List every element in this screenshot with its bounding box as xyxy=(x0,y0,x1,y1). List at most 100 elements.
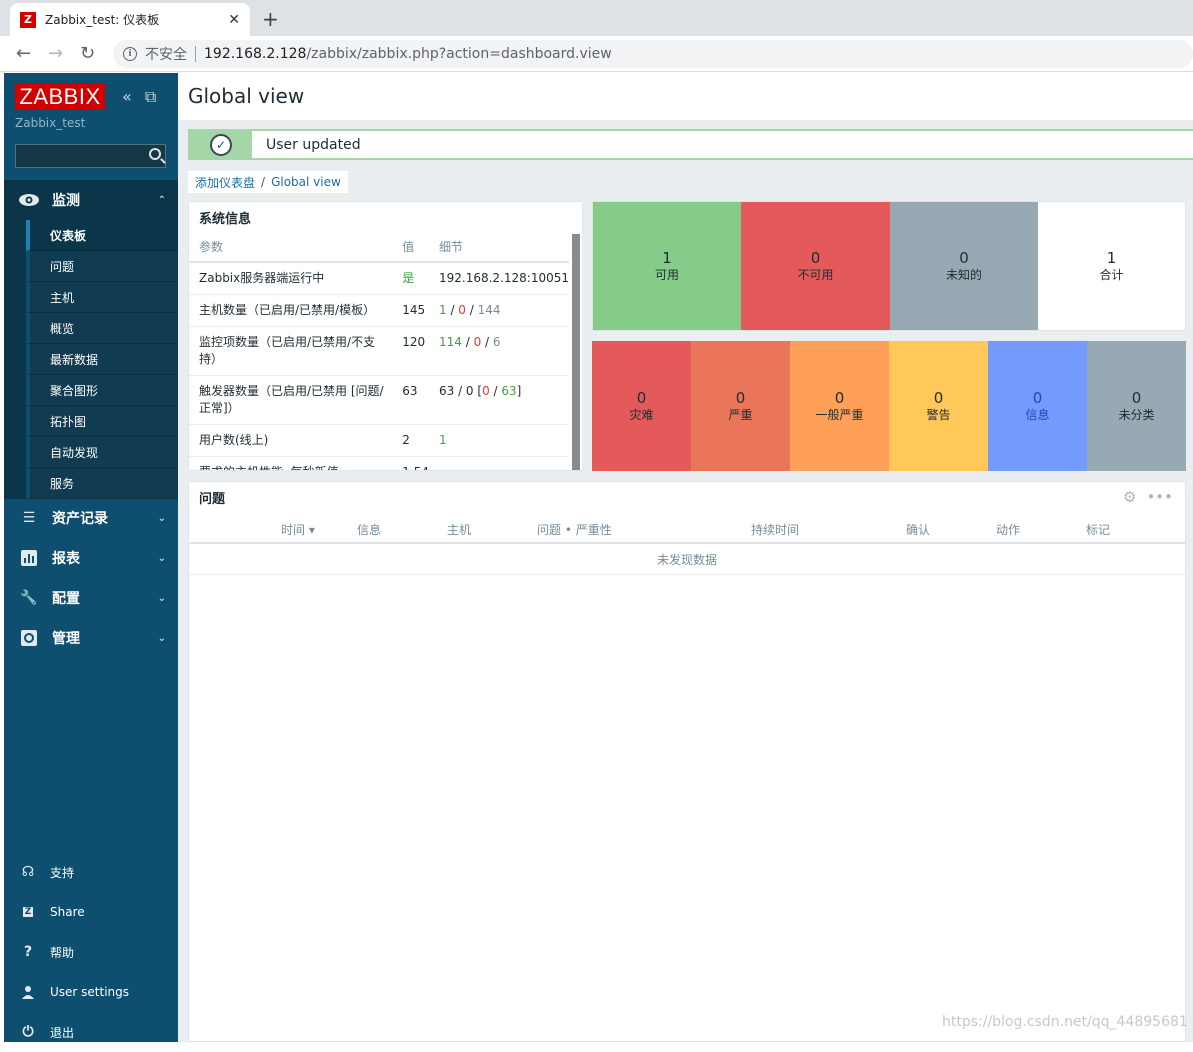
severity-average[interactable]: 0 一般严重 xyxy=(790,341,889,471)
severity-warning[interactable]: 0 警告 xyxy=(889,341,988,471)
hide-sidebar-icon[interactable]: ⧉ xyxy=(144,87,157,106)
page-title: Global view xyxy=(188,84,305,108)
search-input[interactable] xyxy=(15,144,166,168)
new-tab-icon[interactable]: + xyxy=(262,7,279,31)
menu-inventory[interactable]: ☰ 资产记录 ⌄ xyxy=(4,498,178,538)
stat-count: 0 xyxy=(1032,389,1043,407)
table-row: 要求的主机性能, 每秒新值 1.54 xyxy=(189,456,569,470)
unsupported-count: 6 xyxy=(492,335,501,349)
stat-total[interactable]: 1 合计 xyxy=(1038,202,1185,330)
success-message: ✓ User updated xyxy=(188,129,1193,160)
footer-support-label: 支持 xyxy=(50,865,75,880)
widget-title: 问题 xyxy=(199,491,226,507)
stat-label: 合计 xyxy=(1099,268,1124,282)
chevron-down-icon: ⌄ xyxy=(157,592,166,604)
zabbix-favicon-icon: Z xyxy=(20,11,36,28)
reload-icon[interactable]: ↻ xyxy=(80,43,96,64)
more-icon[interactable]: ••• xyxy=(1146,488,1173,506)
stat-count: 1 xyxy=(1106,249,1117,267)
submenu-item-hosts[interactable]: 主机 xyxy=(26,282,178,313)
empty-state: 未发现数据 xyxy=(189,544,1185,575)
footer-help[interactable]: ? 帮助 xyxy=(4,932,178,972)
stat-available[interactable]: 1 可用 xyxy=(593,202,741,330)
severity-not-classified[interactable]: 0 未分类 xyxy=(1087,341,1186,471)
browser-tab[interactable]: Z Zabbix_test: 仪表板 ✕ xyxy=(10,3,250,36)
footer-help-label: 帮助 xyxy=(50,945,75,960)
chevron-up-icon: ⌃ xyxy=(157,194,166,206)
submenu-item-services[interactable]: 服务 xyxy=(26,468,178,499)
table-row: 触发器数量（已启用/已禁用 [问题/正常]） 63 63 / 0 [0 / 63… xyxy=(189,375,569,425)
headset-icon: ☊ xyxy=(21,864,35,880)
system-info-table: 参数 值 细节 Zabbix服务器端运行中 是 192.168.2.128:10… xyxy=(189,232,569,470)
column-duration: 持续时间 xyxy=(751,523,800,537)
submenu-item-problems[interactable]: 问题 xyxy=(26,251,178,282)
menu-monitoring[interactable]: 监测 ⌃ xyxy=(4,180,178,220)
message-icon-box: ✓ xyxy=(190,131,252,158)
back-icon[interactable]: ← xyxy=(16,43,32,64)
browser-tabbar: Z Zabbix_test: 仪表板 ✕ + xyxy=(0,0,1193,36)
stat-label: 严重 xyxy=(728,408,753,422)
table-row: 主机数量（已启用/已禁用/模板） 145 1 / 0 / 144 xyxy=(189,294,569,327)
enabled-count: 1 xyxy=(438,303,447,317)
close-tab-icon[interactable]: ✕ xyxy=(228,11,240,28)
table-row: 监控项数量（已启用/已禁用/不支持） 120 114 / 0 / 6 xyxy=(189,326,569,376)
stat-label: 可用 xyxy=(654,268,679,282)
footer-support[interactable]: ☊ 支持 xyxy=(4,852,178,892)
zabbix-logo[interactable]: ZABBIX xyxy=(15,84,105,110)
param-cell: 主机数量（已启用/已禁用/模板） xyxy=(189,294,393,327)
footer-signout[interactable]: ⏻ 退出 xyxy=(4,1012,178,1052)
collapse-sidebar-icon[interactable]: « xyxy=(122,87,132,106)
scrollbar[interactable] xyxy=(572,234,580,470)
column-time[interactable]: 时间 ▾ xyxy=(281,523,315,537)
info-icon[interactable]: i xyxy=(123,47,137,61)
value-cell: 145 xyxy=(392,294,429,327)
chevron-down-icon: ⌄ xyxy=(157,632,166,644)
stat-unavailable[interactable]: 0 不可用 xyxy=(741,202,890,330)
enabled-count: 114 xyxy=(438,335,462,349)
table-row: 用户数(线上) 2 1 xyxy=(189,424,569,457)
column-header: 参数 xyxy=(189,232,393,263)
submenu-item-maps[interactable]: 拓扑图 xyxy=(26,406,178,437)
footer-user-settings[interactable]: User settings xyxy=(4,972,178,1012)
severity-high[interactable]: 0 严重 xyxy=(691,341,790,471)
widget-controls: ⚙ ••• xyxy=(1123,488,1173,506)
stat-count: 0 xyxy=(959,249,969,267)
menu-administration[interactable]: 管理 ⌄ xyxy=(4,618,178,658)
help-icon: ? xyxy=(23,944,33,960)
footer-share[interactable]: Z Share xyxy=(4,892,178,932)
search-icon[interactable] xyxy=(149,148,161,160)
forward-icon[interactable]: → xyxy=(48,43,64,64)
sidebar-controls: « ⧉ xyxy=(122,87,156,107)
stat-count: 0 xyxy=(810,249,821,267)
watermark: https://blog.csdn.net/qq_44895681 xyxy=(942,1014,1188,1030)
detail-cell: 1 / 0 / 144 xyxy=(428,294,569,327)
stat-label: 一般严重 xyxy=(815,408,864,422)
submenu-item-overview[interactable]: 概览 xyxy=(26,313,178,344)
detail-cell: 192.168.2.128:10051 xyxy=(428,262,569,295)
problems-by-severity-widget: 0 灾难 0 严重 0 一般严重 0 警告 0 信息 0 未分类 xyxy=(592,341,1186,471)
breadcrumb-parent[interactable]: 添加仪表盘 xyxy=(195,175,256,190)
stat-count: 0 xyxy=(636,389,647,407)
gear-icon[interactable]: ⚙ xyxy=(1123,488,1137,506)
host-availability-widget: 1 可用 0 不可用 0 未知的 1 合计 xyxy=(592,201,1186,331)
value-cell: 是 xyxy=(392,262,429,295)
breadcrumb-current[interactable]: Global view xyxy=(271,175,341,189)
submenu-item-discovery[interactable]: 自动发现 xyxy=(26,437,178,468)
submenu-item-dashboard[interactable]: 仪表板 xyxy=(26,220,178,251)
browser-toolbar: ← → ↻ i 不安全 192.168.2.128/zabbix/zabbix.… xyxy=(0,36,1193,72)
table-row: Zabbix服务器端运行中 是 192.168.2.128:10051 xyxy=(189,262,569,295)
menu-reports[interactable]: 报表 ⌄ xyxy=(4,538,178,578)
submenu-item-latest-data[interactable]: 最新数据 xyxy=(26,344,178,375)
address-bar[interactable]: i 不安全 192.168.2.128/zabbix/zabbix.php?ac… xyxy=(113,40,1193,68)
severity-disaster[interactable]: 0 灾难 xyxy=(592,341,691,471)
severity-information[interactable]: 0 信息 xyxy=(988,341,1087,471)
column-header: 细节 xyxy=(428,232,569,263)
zabbix-share-icon: Z xyxy=(22,907,34,917)
menu-configuration[interactable]: 🔧 配置 ⌄ xyxy=(4,578,178,618)
submenu-item-screens[interactable]: 聚合图形 xyxy=(26,375,178,406)
stat-unknown[interactable]: 0 未知的 xyxy=(890,202,1038,330)
column-actions: 动作 xyxy=(996,523,1021,537)
column-ack: 确认 xyxy=(906,523,931,537)
url-path: /zabbix/zabbix.php?action=dashboard.view xyxy=(306,46,612,62)
power-icon: ⏻ xyxy=(22,1024,34,1040)
